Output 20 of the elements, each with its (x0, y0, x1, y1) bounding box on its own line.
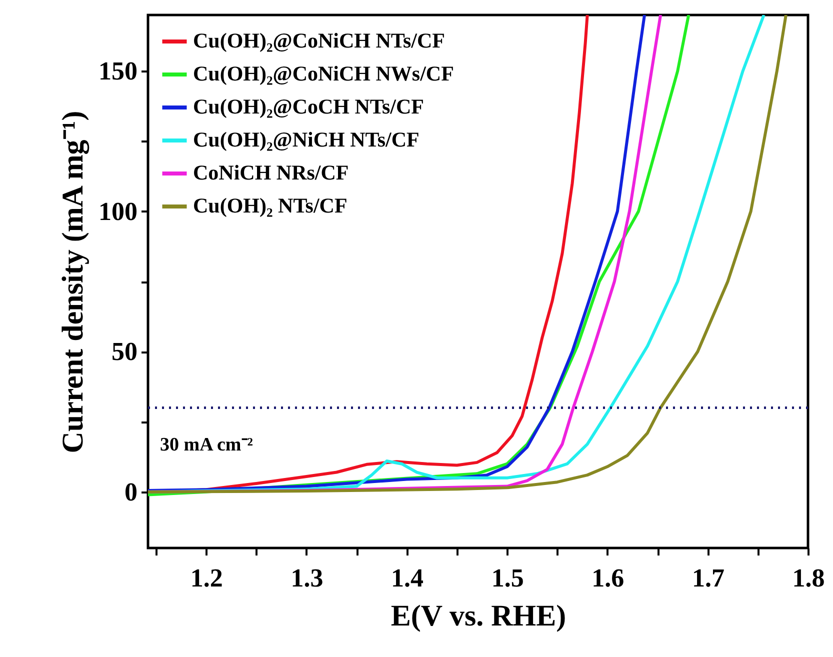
x-tick-label: 1.4 (391, 564, 424, 592)
legend-label: Cu(OH)₂ NTs/CF (193, 194, 348, 218)
ref-line-label: 30 mA cm⁻² (160, 434, 254, 456)
y-tick-label: 100 (98, 196, 138, 226)
x-tick-label: 1.2 (190, 564, 223, 592)
y-axis-title: Current density (mA mg⁻¹) (56, 110, 90, 454)
x-tick-label: 1.8 (792, 564, 825, 592)
legend-label: Cu(OH)₂@CoNiCH NWs/CF (193, 62, 454, 86)
legend-label: Cu(OH)₂@CoCH NTs/CF (193, 94, 424, 118)
legend-label: CoNiCH NRs/CF (193, 160, 349, 184)
y-tick-label: 0 (124, 477, 138, 506)
legend-label: Cu(OH)₂@NiCH NTs/CF (193, 128, 420, 152)
x-tick-label: 1.5 (491, 564, 524, 592)
x-tick-label: 1.3 (290, 564, 324, 592)
x-tick-label: 1.6 (592, 564, 624, 592)
legend-label: Cu(OH)₂@CoNiCH NTs/CF (193, 28, 445, 52)
y-tick-label: 50 (112, 337, 138, 366)
x-tick-label: 1.7 (692, 564, 724, 592)
x-axis-title: E(V vs. RHE) (390, 600, 566, 632)
y-tick-label: 150 (98, 56, 138, 86)
